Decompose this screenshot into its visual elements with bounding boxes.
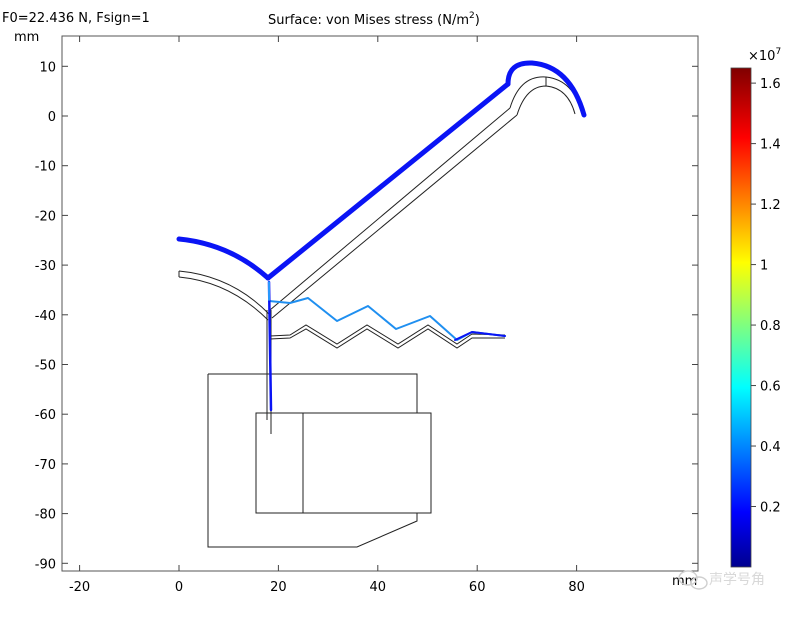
colorbar-tick-label: 1 xyxy=(760,259,768,274)
deformed-arm xyxy=(265,81,511,281)
colorbar-tick-label: 0.6 xyxy=(760,380,781,395)
x-tick-label: 80 xyxy=(568,580,585,595)
y-tick-label: -50 xyxy=(35,359,56,374)
y-tick-label: 10 xyxy=(39,60,56,75)
spring-outline xyxy=(269,324,506,345)
housing-block xyxy=(255,412,432,514)
y-axis-ticks: 10 0 -10 -20 -30 -40 -50 -60 -70 -80 -90 xyxy=(35,60,698,572)
y-tick-label: -30 xyxy=(35,259,56,274)
x-axis-ticks: -20 0 20 40 60 80 xyxy=(69,36,585,595)
y-tick-label: -90 xyxy=(35,557,56,572)
arm-outline xyxy=(269,107,518,319)
mechanism-geometry xyxy=(178,76,583,548)
y-tick-label: -40 xyxy=(35,309,56,324)
colorbar-scale: ×107 xyxy=(748,47,781,64)
colorbar-tick-label: 1.2 xyxy=(760,198,781,213)
x-tick-label: 40 xyxy=(370,580,387,595)
wechat-icon xyxy=(678,570,708,590)
params-label: F0=22.436 N, Fsign=1 xyxy=(2,11,150,26)
x-tick-label: 20 xyxy=(270,580,287,595)
colorbar xyxy=(730,67,752,568)
deformed-left-arc xyxy=(176,236,271,281)
colorbar-tick-label: 1.4 xyxy=(760,138,781,153)
left-arc-outline xyxy=(178,270,270,321)
watermark-text: 声学号角 xyxy=(709,572,765,588)
y-tick-label: -10 xyxy=(35,160,56,175)
watermark: 声学号角 xyxy=(678,570,765,590)
x-tick-label: 0 xyxy=(175,580,183,595)
colorbar-tick-label: 0.4 xyxy=(760,440,781,455)
deformed-rod xyxy=(267,280,273,412)
colorbar-tick-label: 0.2 xyxy=(760,501,781,516)
deformed-right-arc xyxy=(505,60,587,118)
deformed-spring-tail xyxy=(454,331,506,341)
x-tick-label: -20 xyxy=(69,580,90,595)
colorbar-ticks: 1.6 1.4 1.2 1 0.8 0.6 0.4 0.2 xyxy=(751,77,781,516)
y-tick-label: -20 xyxy=(35,209,56,224)
colorbar-tick-label: 0.8 xyxy=(760,319,781,334)
plot-title: Surface: von Mises stress (N/m2) xyxy=(268,11,480,28)
deformed-stress-shapes xyxy=(176,60,587,412)
spring-outline-inner xyxy=(269,328,505,349)
plot-frame xyxy=(61,35,699,572)
y-tick-label: -70 xyxy=(35,458,56,473)
y-tick-label: -60 xyxy=(35,408,56,423)
y-tick-label: 0 xyxy=(48,110,56,125)
y-tick-label: -80 xyxy=(35,508,56,523)
colorbar-tick-label: 1.6 xyxy=(760,77,781,92)
x-tick-label: 60 xyxy=(469,580,486,595)
y-unit-label: mm xyxy=(14,30,39,45)
